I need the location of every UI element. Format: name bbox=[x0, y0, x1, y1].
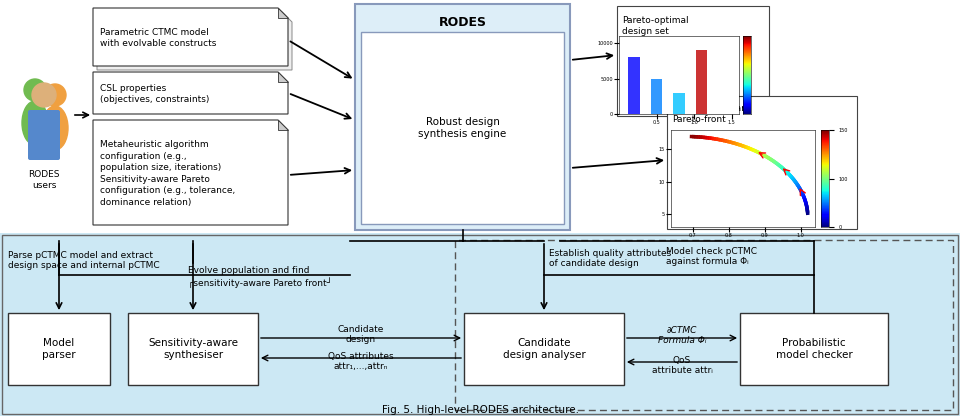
Text: Parse pCTMC model and extract
design space and internal pCTMC: Parse pCTMC model and extract design spa… bbox=[8, 251, 159, 270]
Bar bbox=[8, 313, 110, 385]
Text: Establish quality attributes
of candidate design: Establish quality attributes of candidat… bbox=[549, 249, 671, 268]
Bar bbox=[0, 233, 960, 416]
Text: Sensitivity-aware
synthesiser: Sensitivity-aware synthesiser bbox=[148, 338, 238, 360]
Bar bbox=[629, 57, 639, 114]
Bar bbox=[651, 79, 662, 114]
Bar bbox=[355, 4, 570, 230]
Bar bbox=[617, 6, 769, 116]
Text: RODES: RODES bbox=[439, 15, 487, 29]
Polygon shape bbox=[278, 72, 288, 82]
Text: Robust design
synthesis engine: Robust design synthesis engine bbox=[419, 117, 507, 139]
Circle shape bbox=[32, 83, 56, 107]
Bar bbox=[128, 313, 258, 385]
Polygon shape bbox=[97, 12, 292, 70]
Text: Probabilistic
model checker: Probabilistic model checker bbox=[776, 338, 852, 360]
Ellipse shape bbox=[22, 101, 48, 145]
Polygon shape bbox=[93, 8, 288, 66]
Bar bbox=[2, 235, 958, 414]
Circle shape bbox=[44, 84, 66, 106]
Bar bbox=[740, 313, 888, 385]
Bar bbox=[667, 96, 857, 229]
Text: Evolve population and find
┌sensitivity-aware Pareto front┘: Evolve population and find ┌sensitivity-… bbox=[188, 266, 332, 287]
Text: RODES
users: RODES users bbox=[28, 170, 60, 190]
Text: Metaheuristic algorithm
configuration (e.g.,
population size, iterations)
Sensit: Metaheuristic algorithm configuration (e… bbox=[100, 140, 235, 207]
Text: Sensitivity-aware
Pareto-front: Sensitivity-aware Pareto-front bbox=[672, 104, 751, 124]
Text: CSL properties
(objectives, constraints): CSL properties (objectives, constraints) bbox=[100, 84, 209, 104]
Text: Pareto-optimal
design set: Pareto-optimal design set bbox=[622, 16, 688, 36]
Circle shape bbox=[24, 79, 46, 101]
Bar bbox=[361, 32, 564, 224]
Polygon shape bbox=[278, 8, 288, 18]
Polygon shape bbox=[93, 72, 288, 114]
Text: ∂CTMC
Formula Φᵢ: ∂CTMC Formula Φᵢ bbox=[658, 326, 707, 345]
Polygon shape bbox=[278, 120, 288, 130]
Text: Candidate
design analyser: Candidate design analyser bbox=[503, 338, 586, 360]
Bar bbox=[455, 240, 953, 410]
Text: Model check pCTMC
against formula Φᵢ: Model check pCTMC against formula Φᵢ bbox=[666, 247, 757, 266]
Text: Fig. 5. High-level RODES architecture.: Fig. 5. High-level RODES architecture. bbox=[381, 405, 579, 415]
Bar bbox=[0, 0, 960, 233]
Text: Model
parser: Model parser bbox=[42, 338, 76, 360]
Ellipse shape bbox=[42, 106, 68, 150]
Text: Candidate
design: Candidate design bbox=[338, 325, 384, 344]
FancyBboxPatch shape bbox=[28, 110, 60, 160]
Text: QoS attributes
attr₁,...,attrₙ: QoS attributes attr₁,...,attrₙ bbox=[328, 352, 394, 371]
Bar bbox=[673, 93, 684, 114]
Text: Parametric CTMC model
with evolvable constructs: Parametric CTMC model with evolvable con… bbox=[100, 28, 216, 48]
Bar bbox=[464, 313, 624, 385]
Text: QoS
attribute attrᵢ: QoS attribute attrᵢ bbox=[652, 356, 712, 375]
Bar bbox=[696, 50, 708, 114]
Polygon shape bbox=[93, 120, 288, 225]
